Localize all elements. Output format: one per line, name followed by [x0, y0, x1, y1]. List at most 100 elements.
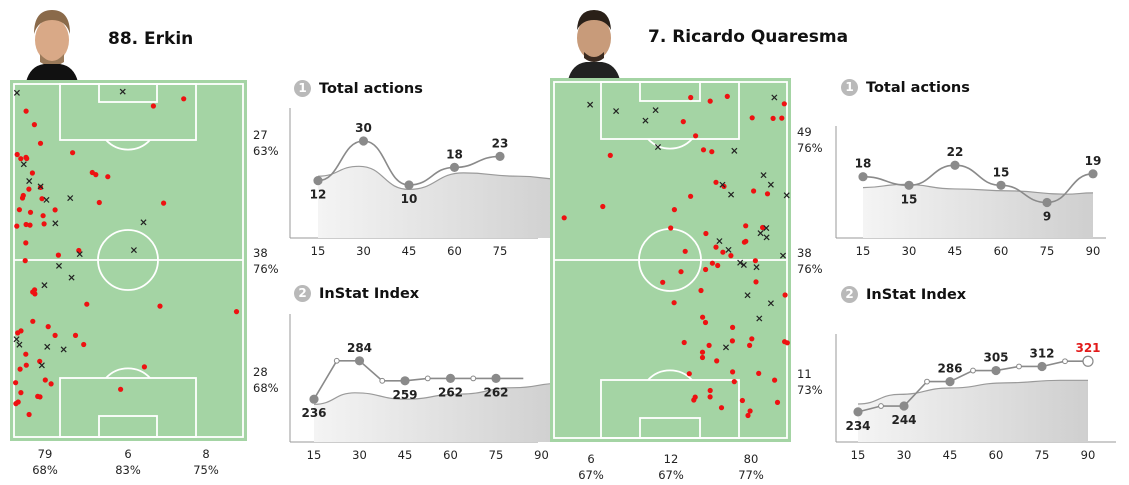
- instat-index-chart-1: 236 284 259 262 262 15 30 45 60 75 90: [289, 314, 562, 462]
- action-cross: [757, 230, 764, 237]
- action-dot: [698, 287, 704, 294]
- right-stat-1: 27 63%: [253, 127, 279, 159]
- action-dot: [45, 324, 51, 330]
- interim-marker: [379, 377, 386, 384]
- data-point: [309, 394, 319, 404]
- action-dot: [37, 358, 43, 364]
- action-cross: [52, 220, 59, 227]
- action-dot: [607, 152, 613, 158]
- action-cross: [67, 195, 74, 202]
- action-dot: [764, 191, 771, 197]
- action-cross: [737, 259, 744, 266]
- data-label: 284: [347, 341, 372, 355]
- x-tick-label: 45: [943, 448, 958, 462]
- bottom-stat-2: 12 67%: [646, 451, 696, 483]
- action-dot: [40, 213, 46, 219]
- action-dot: [41, 221, 47, 227]
- stat-percent: 83%: [115, 463, 141, 477]
- interim-marker: [470, 375, 477, 382]
- action-dot: [688, 94, 694, 101]
- x-tick-label: 45: [948, 244, 963, 258]
- action-cross: [756, 315, 763, 322]
- stat-percent: 76%: [797, 141, 823, 155]
- player-name-2: 7. Ricardo Quaresma: [648, 27, 849, 47]
- action-cross: [38, 362, 45, 369]
- interim-marker: [1016, 363, 1022, 370]
- data-point: [445, 373, 456, 384]
- action-dot: [703, 230, 709, 237]
- data-point: [1037, 361, 1047, 372]
- action-cross: [20, 161, 27, 168]
- action-dot: [96, 199, 102, 206]
- right-stat-1: 49 76%: [797, 124, 823, 156]
- bottom-stat-1: 79 68%: [20, 446, 70, 478]
- bottom-stat-1: 6 67%: [566, 451, 616, 483]
- action-dot: [81, 341, 87, 348]
- action-cross: [140, 219, 147, 226]
- x-tick-label: 15: [307, 448, 322, 462]
- stat-percent: 68%: [32, 463, 58, 477]
- right-stat-2: 38 76%: [253, 245, 279, 277]
- action-cross: [26, 178, 33, 185]
- interim-marker: [878, 403, 884, 409]
- action-dot: [70, 150, 76, 156]
- x-tick-label: 60: [443, 448, 458, 462]
- x-tick-label: 15: [311, 244, 326, 258]
- stat-percent: 63%: [253, 144, 279, 158]
- action-dot: [29, 170, 35, 176]
- action-cross: [771, 94, 778, 101]
- action-cross: [587, 101, 594, 108]
- average-band: [863, 184, 1093, 238]
- action-dot: [743, 238, 749, 244]
- action-dot: [707, 394, 713, 400]
- data-label: 18: [446, 147, 463, 161]
- stat-percent: 76%: [797, 262, 823, 276]
- action-dot: [709, 260, 715, 266]
- action-cross: [767, 181, 774, 188]
- data-label: 12: [310, 188, 327, 202]
- action-dot: [751, 188, 757, 194]
- action-cross: [767, 300, 774, 307]
- section-number: 1: [841, 79, 858, 96]
- action-dot: [660, 279, 666, 285]
- action-dot: [233, 309, 240, 315]
- action-cross: [731, 147, 738, 154]
- action-dot: [13, 380, 19, 386]
- action-dot: [713, 244, 719, 250]
- stat-percent: 76%: [253, 262, 279, 276]
- action-dot: [724, 93, 730, 99]
- stat-percent: 67%: [578, 468, 604, 482]
- action-dot: [770, 115, 776, 121]
- data-label: 18: [855, 157, 872, 171]
- action-dot: [714, 358, 720, 364]
- action-dot: [19, 195, 26, 201]
- stat-value: 8: [202, 447, 210, 461]
- action-dot: [688, 193, 694, 199]
- action-cross: [779, 252, 787, 259]
- total-actions-chart-1: 12 30 10 18 23 15 30 45 60 75: [289, 108, 566, 258]
- action-cross: [763, 234, 770, 241]
- action-dot: [706, 342, 712, 348]
- action-cross: [719, 181, 726, 188]
- action-cross: [716, 238, 723, 245]
- section-number: 1: [294, 80, 311, 97]
- action-cross: [652, 107, 659, 114]
- player-photo-2: [568, 10, 620, 80]
- stat-value: 28: [253, 365, 268, 379]
- action-cross: [43, 196, 50, 203]
- data-point: [858, 172, 868, 182]
- action-dot: [14, 151, 20, 158]
- stat-value: 38: [797, 246, 812, 260]
- action-cross: [76, 251, 83, 258]
- action-dot: [713, 179, 719, 185]
- stat-value: 12: [663, 452, 679, 466]
- data-label: 15: [901, 192, 918, 206]
- action-dot: [707, 98, 713, 104]
- action-dot: [141, 364, 147, 370]
- action-dot: [150, 103, 156, 109]
- action-dot: [720, 249, 726, 255]
- stat-value: 49: [797, 125, 812, 139]
- data-point: [899, 401, 909, 411]
- action-dot: [22, 258, 28, 264]
- x-tick-label: 60: [447, 244, 462, 258]
